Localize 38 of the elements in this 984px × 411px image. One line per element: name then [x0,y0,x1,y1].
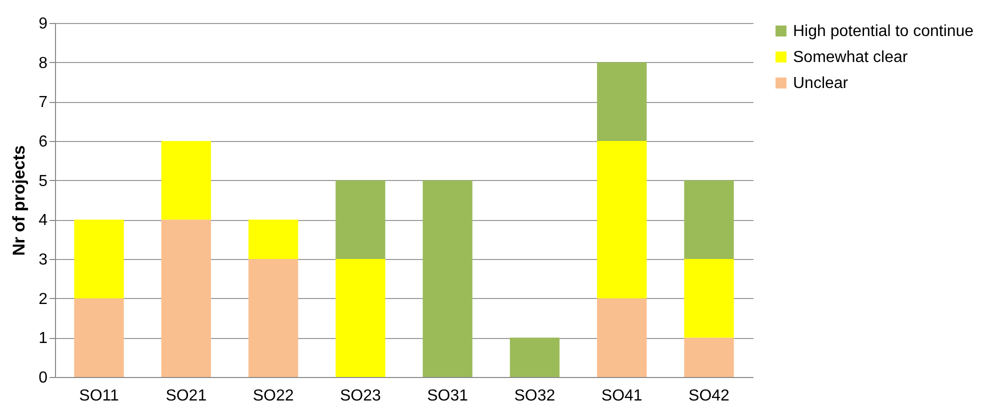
bar [74,298,124,377]
legend-label: Unclear [793,75,849,92]
y-tick-label: 2 [38,290,48,308]
bar [597,298,647,377]
bar [248,220,298,259]
x-tick-label: SO11 [79,388,119,404]
bar [336,180,386,259]
bar [248,259,298,377]
x-tick-label: SO41 [601,388,642,404]
y-tick-label: 5 [38,172,48,190]
bar [74,220,124,298]
x-tick-label: SO23 [340,388,381,404]
y-tick-label: 8 [38,54,48,72]
y-axis-title: Nr of projects [10,145,29,256]
bar [597,62,647,141]
x-tick-label: SO22 [252,388,294,404]
bar [684,259,734,338]
y-tick-label: 6 [38,134,48,150]
x-tick-label: SO32 [514,388,556,404]
bar [510,338,560,377]
y-tick-label: 7 [38,94,48,112]
x-tick-label: SO31 [427,388,468,404]
bar [684,338,734,377]
bar [336,259,386,377]
legend-label: Somewhat clear [793,49,908,66]
y-tick-label: 0 [38,370,48,386]
y-tick-label: 3 [38,252,48,268]
x-tick-label: SO42 [688,388,730,404]
y-tick-label: 1 [38,330,48,348]
bar [161,220,211,377]
y-tick-label: 4 [38,212,48,230]
bar [161,141,211,220]
bar [422,180,472,377]
bar [684,180,734,259]
y-tick-label: 9 [38,16,48,32]
x-tick-label: SO21 [166,388,207,404]
bar [597,141,647,298]
legend-label: High potential to continue [793,23,974,40]
